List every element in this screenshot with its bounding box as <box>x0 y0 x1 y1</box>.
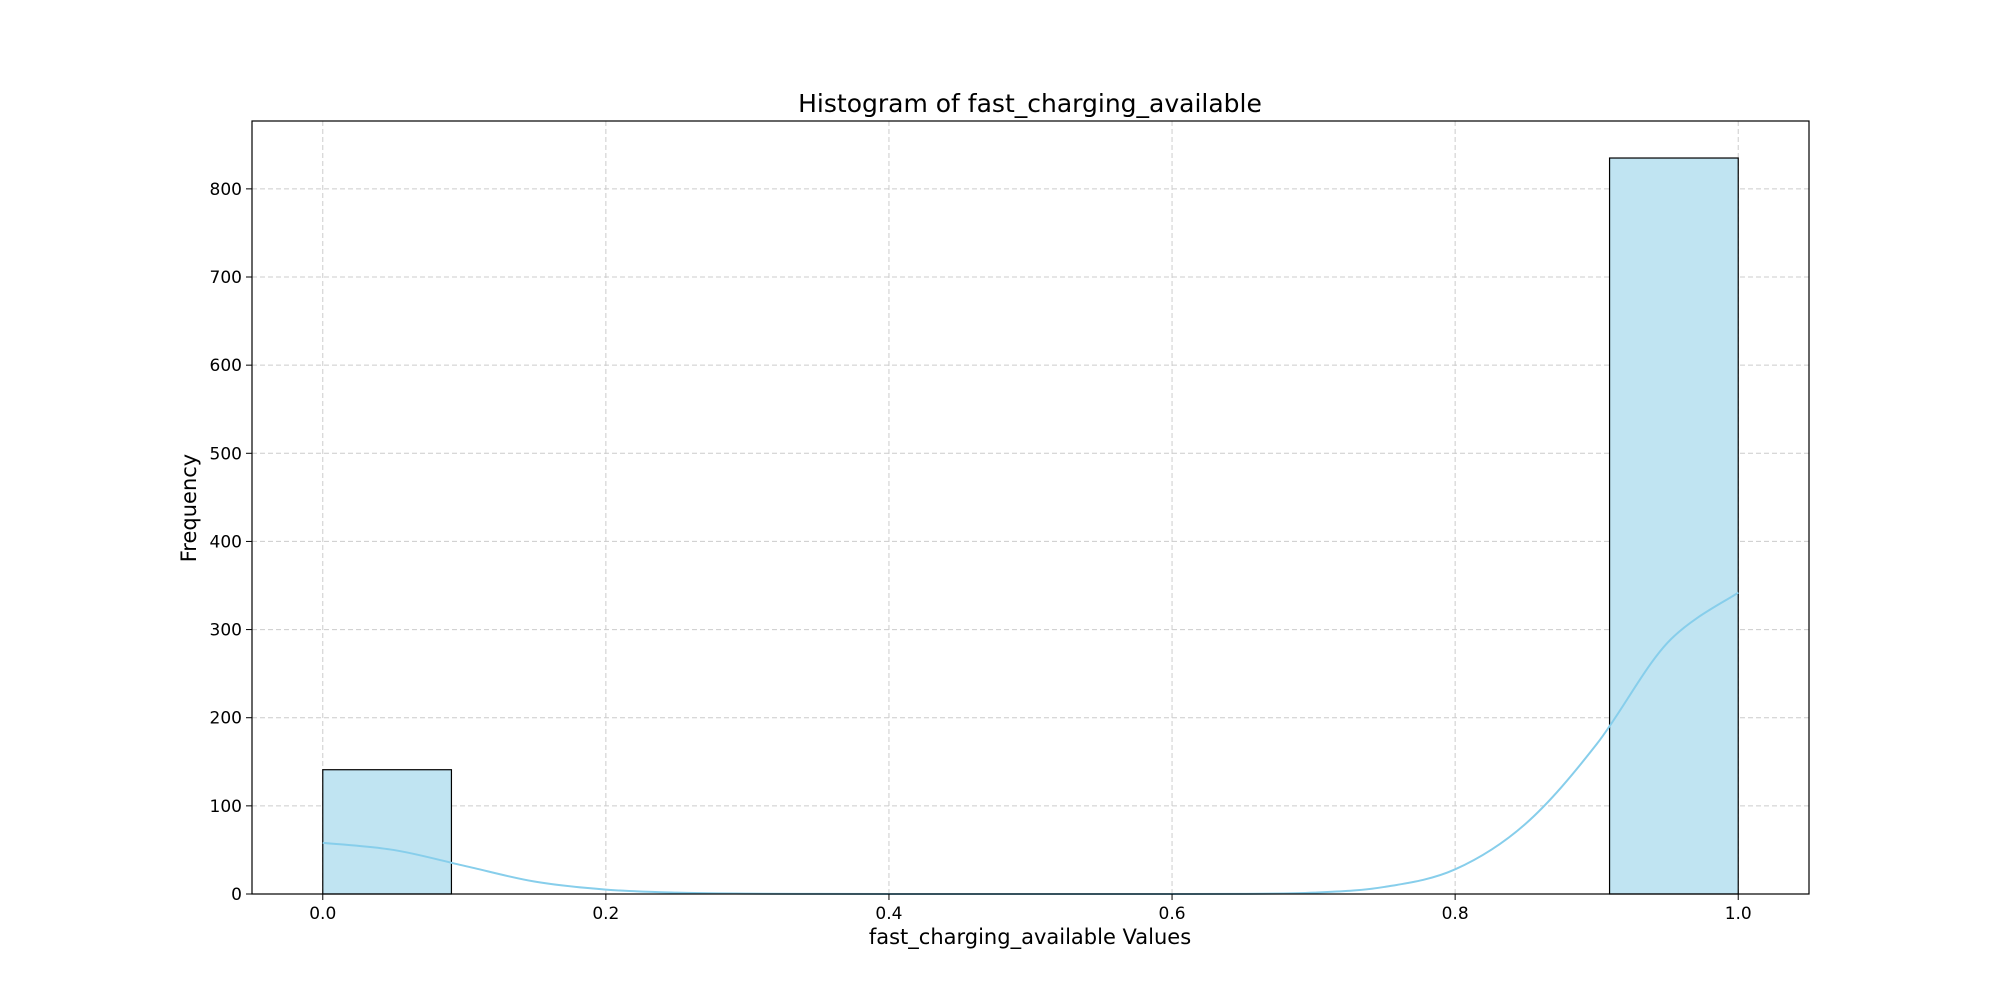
y-tick-label: 600 <box>210 356 242 376</box>
y-tick-label: 100 <box>210 797 242 817</box>
x-tick-label: 0.0 <box>309 904 336 924</box>
y-tick-label: 0 <box>231 885 242 905</box>
histogram-bar-10 <box>1608 157 1739 895</box>
x-tick-label: 0.8 <box>1442 904 1469 924</box>
plot-area-frame <box>251 120 1810 895</box>
grid-lines <box>252 121 1809 895</box>
y-tick-label: 400 <box>210 532 242 552</box>
x-tick-label: 0.6 <box>1159 904 1186 924</box>
x-tick-label: 1.0 <box>1725 904 1752 924</box>
x-axis-ticks: 0.0 0.2 0.4 0.6 0.8 1.0 <box>309 894 1752 924</box>
x-tick-label: 0.4 <box>875 904 902 924</box>
chart-title: Histogram of fast_charging_available <box>798 89 1262 118</box>
histogram-bars <box>322 157 1739 895</box>
x-axis-label: fast_charging_available Values <box>869 925 1191 950</box>
y-tick-label: 200 <box>210 709 242 729</box>
y-tick-label: 700 <box>210 268 242 288</box>
histogram-bar-0 <box>322 769 453 895</box>
y-tick-label: 300 <box>210 621 242 641</box>
y-axis-ticks: 0 100 200 300 400 500 600 700 800 <box>210 180 252 905</box>
y-tick-label: 500 <box>210 444 242 464</box>
y-tick-label: 800 <box>210 180 242 200</box>
x-tick-label: 0.2 <box>592 904 619 924</box>
y-axis-label: Frequency <box>177 454 201 563</box>
